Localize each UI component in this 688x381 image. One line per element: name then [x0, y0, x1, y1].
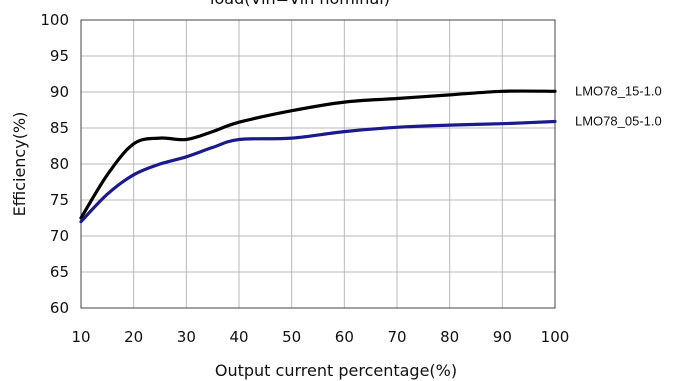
x-tick-label: 90: [493, 328, 512, 346]
series-label-1: LMO78_15-1.0: [575, 83, 662, 98]
x-tick-label: 60: [335, 328, 354, 346]
plot-frame: [80, 19, 556, 309]
y-tick-label: 80: [50, 155, 69, 173]
series-line-1: [79, 89, 557, 220]
x-tick-labels: 10 20 30 40 50 60 70 80 90 100: [71, 328, 569, 346]
chart-title: load(Vin=Vin nominal): [210, 0, 390, 8]
x-tick-label: 40: [229, 328, 248, 346]
y-axis-title: Efficiency(%): [10, 112, 29, 217]
x-tick-label: 80: [440, 328, 459, 346]
y-tick-label: 75: [50, 191, 69, 209]
y-tick-label: 70: [50, 227, 69, 245]
y-tick-labels: 60 65 70 75 80 85 90 95 100: [40, 11, 69, 317]
x-tick-label: 10: [71, 328, 90, 346]
y-tick-label: 90: [50, 83, 69, 101]
y-tick-label: 100: [40, 11, 69, 29]
y-tick-label: 85: [50, 119, 69, 137]
series-label-2: LMO78_05-1.0: [575, 114, 662, 129]
y-tick-label: 65: [50, 263, 69, 281]
x-tick-label: 50: [282, 328, 301, 346]
x-tick-label: 20: [124, 328, 143, 346]
x-tick-label: 70: [387, 328, 406, 346]
y-tick-label: 95: [50, 47, 69, 65]
x-tick-label: 100: [541, 328, 570, 346]
legend: LMO78_15-1.0 LMO78_05-1.0: [575, 83, 662, 128]
series-line-2: [79, 119, 557, 224]
x-tick-label: 30: [177, 328, 196, 346]
x-axis-title: Output current percentage(%): [215, 361, 457, 380]
series-layer: [79, 89, 557, 224]
grid: [81, 20, 555, 308]
y-tick-label: 60: [50, 299, 69, 317]
